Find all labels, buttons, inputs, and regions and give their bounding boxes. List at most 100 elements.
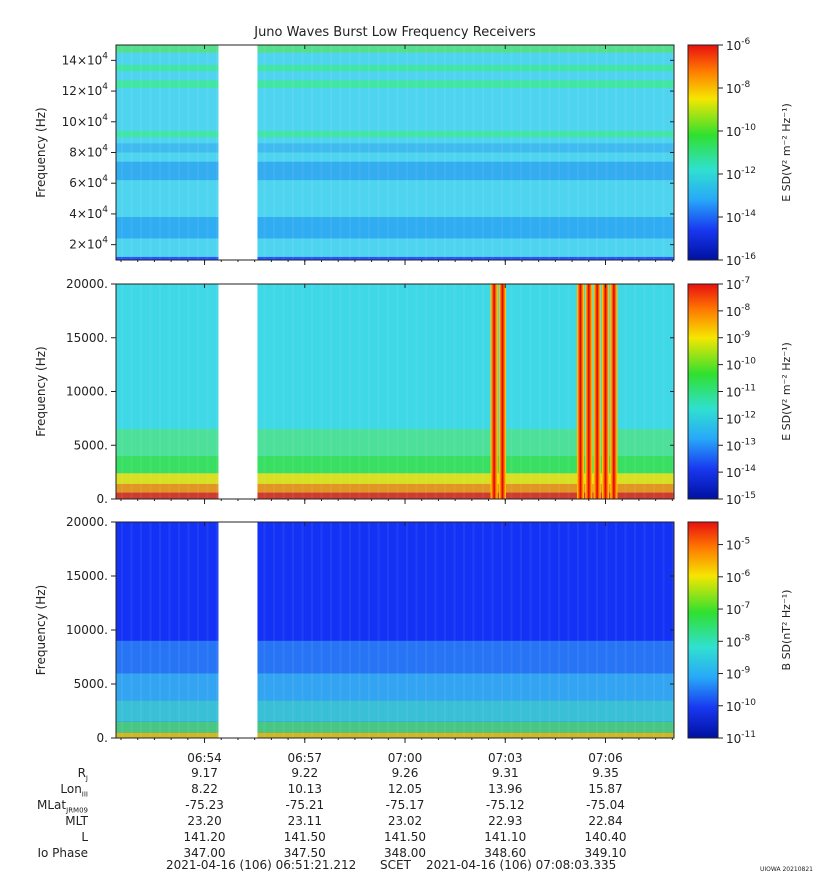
- colorbar-tick-label: 10-10: [726, 698, 756, 714]
- y-tick-label: 20000.: [66, 515, 108, 529]
- colorbar-label: B SD(nT² Hz⁻¹): [780, 590, 793, 671]
- ephemeris-value: 9.17: [191, 766, 218, 780]
- y-tick-label: 5000.: [74, 438, 108, 452]
- colorbar-tick-label: 10-15: [726, 491, 756, 507]
- colorbar-tick-label: 10-8: [726, 633, 751, 649]
- colorbar-tick-label: 10-6: [726, 37, 751, 53]
- colorbar-tick-label: 10-11: [726, 730, 756, 746]
- ephemeris-value: -75.23: [185, 798, 224, 812]
- ephemeris-value: -75.04: [586, 798, 625, 812]
- y-tick-label: 2×104: [69, 236, 108, 252]
- intensity-band: [116, 483, 674, 493]
- y-tick-label: 10×104: [62, 113, 109, 129]
- colorbar-tick-label: 10-12: [726, 166, 756, 182]
- y-tick-label: 0.: [97, 731, 108, 745]
- colorbar-label: E SD(V² m⁻² Hz⁻¹): [780, 342, 793, 441]
- ephemeris-value: 9.35: [592, 766, 619, 780]
- ephemeris-value: 9.26: [391, 766, 419, 780]
- y-tick-label: 14×104: [62, 51, 109, 67]
- x-tick-label: 06:54: [187, 751, 222, 765]
- data-gap: [218, 522, 258, 738]
- footer-end-time: 2021-04-16 (106) 07:08:03.335: [426, 858, 617, 872]
- ephemeris-value: 141.50: [384, 830, 427, 844]
- emission-spike: [610, 284, 618, 499]
- ephemeris-value: -75.21: [285, 798, 325, 812]
- intensity-band: [116, 256, 674, 260]
- ephemeris-value: 12.05: [387, 782, 423, 796]
- ephemeris-value: 9.22: [291, 766, 319, 780]
- ephemeris-label: MLatJRM09: [37, 798, 88, 815]
- ephemeris-value: 15.87: [588, 782, 623, 796]
- y-axis-label: Frequency (Hz): [34, 107, 48, 198]
- intensity-band: [116, 80, 674, 88]
- ephemeris-value: 23.11: [287, 814, 322, 828]
- intensity-band: [116, 473, 674, 484]
- colorbar-label: E SD(V² m⁻² Hz⁻¹): [780, 103, 793, 202]
- y-tick-label: 8×104: [69, 144, 108, 160]
- intensity-band: [116, 143, 674, 153]
- y-tick-label: 10000.: [66, 623, 108, 637]
- footer-start-time: 2021-04-16 (106) 06:51:21.212: [166, 858, 357, 872]
- colorbar-tick-label: 10-9: [726, 666, 751, 682]
- ephemeris-value: 13.96: [488, 782, 523, 796]
- colorbar: [687, 44, 719, 261]
- ephemeris-value: 22.84: [588, 814, 623, 828]
- intensity-band: [116, 721, 674, 733]
- ephemeris-label: Io Phase: [37, 846, 88, 860]
- ephemeris-value: 141.20: [183, 830, 226, 844]
- ephemeris-label: LonIII: [60, 782, 88, 799]
- ephemeris-value: 8.22: [191, 782, 218, 796]
- colorbar-tick-label: 10-10: [726, 357, 756, 373]
- ephemeris-value: 347.50: [283, 846, 326, 860]
- data-gap: [218, 45, 258, 260]
- y-tick-label: 10000.: [66, 385, 108, 399]
- emission-spike: [593, 284, 601, 499]
- y-axis-label: Frequency (Hz): [34, 346, 48, 437]
- intensity-band: [116, 640, 674, 674]
- colorbar: [687, 521, 719, 739]
- y-axis-label: Frequency (Hz): [34, 585, 48, 676]
- y-tick-label: 15000.: [66, 569, 108, 583]
- colorbar-tick-label: 10-11: [726, 384, 756, 400]
- intensity-band: [116, 217, 674, 239]
- emission-spike: [602, 284, 610, 499]
- ephemeris-label: RJ: [77, 766, 88, 783]
- ephemeris-value: -75.17: [385, 798, 425, 812]
- emission-spike: [490, 284, 498, 499]
- x-tick-label: 06:57: [287, 751, 322, 765]
- colorbar-tick-label: 10-5: [726, 537, 750, 553]
- intensity-band: [116, 131, 674, 138]
- colorbar-tick-label: 10-14: [726, 209, 756, 225]
- y-tick-label: 4×104: [69, 205, 108, 221]
- data-gap: [218, 284, 258, 499]
- ephemeris-value: 141.50: [283, 830, 326, 844]
- ephemeris-value: 10.13: [287, 782, 322, 796]
- intensity-band: [116, 700, 674, 722]
- x-tick-label: 07:00: [388, 751, 423, 765]
- ephemeris-value: -75.12: [485, 798, 525, 812]
- spectrogram-panel-2: 0. 5000. 10000. 15000. 20000. Frequency (Hz) 1…: [34, 276, 793, 507]
- colorbar-tick-label: 10-16: [726, 252, 756, 268]
- y-tick-label: 20000.: [66, 277, 108, 291]
- ephemeris-value: 348.60: [484, 846, 527, 860]
- colorbar-tick-label: 10-6: [726, 569, 751, 585]
- colorbar-tick-label: 10-7: [726, 601, 750, 617]
- y-tick-label: 0.: [97, 492, 108, 506]
- ephemeris-value: 140.40: [584, 830, 627, 844]
- colorbar-tick-label: 10-8: [726, 303, 751, 319]
- intensity-band: [116, 673, 674, 701]
- ephemeris-value: 347.00: [183, 846, 226, 860]
- colorbar-tick-label: 10-7: [726, 276, 750, 292]
- ephemeris-value: 22.93: [488, 814, 523, 828]
- intensity-band: [116, 492, 674, 499]
- version-stamp: UIOWA 20210821: [759, 866, 813, 873]
- ephemeris-label: L: [81, 830, 88, 844]
- x-tick-label: 07:06: [588, 751, 623, 765]
- intensity-band: [116, 45, 674, 53]
- intensity-band: [116, 161, 674, 181]
- y-tick-label: 5000.: [74, 677, 108, 691]
- ephemeris-value: 23.20: [187, 814, 222, 828]
- colorbar: [687, 283, 719, 500]
